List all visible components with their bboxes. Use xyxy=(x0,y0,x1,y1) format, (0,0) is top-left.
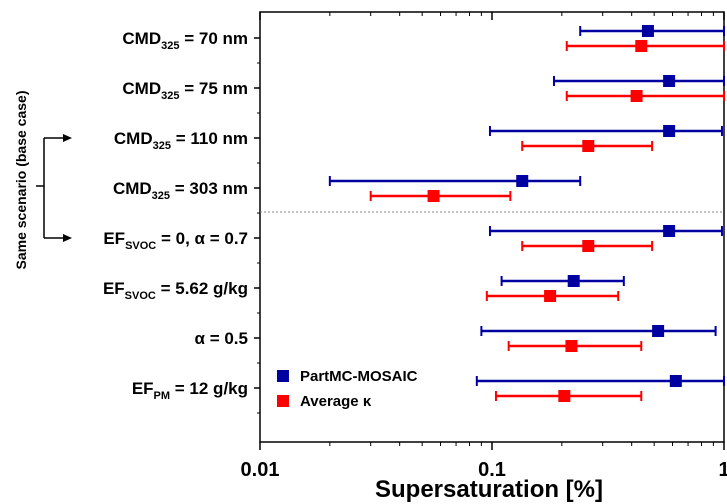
category-label: CMD325 = 75 nm xyxy=(122,79,248,102)
legend-label: PartMC-MOSAIC xyxy=(300,368,418,385)
same-scenario-label: Same scenario (base case) xyxy=(13,91,29,270)
error-bars xyxy=(328,26,725,401)
marker-1-2 xyxy=(582,140,595,152)
marker-0-0 xyxy=(641,25,654,37)
arrow-head-icon xyxy=(63,234,72,242)
marker-0-6 xyxy=(652,325,665,337)
marker-1-5 xyxy=(544,290,557,302)
x-axis-ticks: 0.01 0.1 1 xyxy=(241,12,727,481)
category-label: EFSVOC = 5.62 g/kg xyxy=(103,279,248,302)
marker-0-7 xyxy=(669,375,682,387)
x-tick-label: 1 xyxy=(718,459,727,481)
marker-1-0 xyxy=(635,40,648,52)
x-tick-label: 0.01 xyxy=(241,459,280,481)
arrow-head-icon xyxy=(63,134,72,142)
category-label: EFSVOC = 0, α = 0.7 xyxy=(103,229,248,252)
legend-marker xyxy=(277,370,289,382)
data-markers xyxy=(427,25,682,402)
marker-0-3 xyxy=(516,175,529,187)
same-scenario-bracket xyxy=(36,134,72,242)
legend: PartMC-MOSAIC Average κ xyxy=(277,368,418,410)
x-tick-label: 0.1 xyxy=(478,459,506,481)
marker-0-5 xyxy=(567,275,580,287)
marker-1-6 xyxy=(565,340,578,352)
category-label: α = 0.5 xyxy=(195,329,248,348)
marker-0-2 xyxy=(663,125,676,137)
category-label: EFPM = 12 g/kg xyxy=(132,379,248,402)
category-labels: CMD325 = 70 nm CMD325 = 75 nm CMD325 = 110… xyxy=(103,29,248,402)
category-label: CMD325 = 110 nm xyxy=(114,129,248,152)
marker-1-1 xyxy=(630,90,643,102)
legend-label: Average κ xyxy=(300,393,372,410)
marker-0-1 xyxy=(663,75,676,87)
marker-1-7 xyxy=(558,390,571,402)
x-axis-label: Supersaturation [%] xyxy=(375,476,603,503)
category-label: CMD325 = 303 nm xyxy=(113,179,248,202)
marker-0-4 xyxy=(663,225,676,237)
marker-1-4 xyxy=(582,240,595,252)
category-label: CMD325 = 70 nm xyxy=(122,29,248,52)
legend-marker xyxy=(277,395,289,407)
marker-1-3 xyxy=(427,190,440,202)
